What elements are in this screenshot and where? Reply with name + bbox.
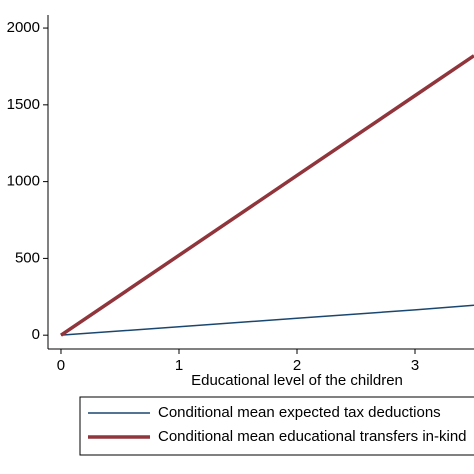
series-line [60, 304, 474, 336]
x-tick-label: 3 [411, 357, 419, 374]
legend-label: Conditional mean educational transfers i… [158, 428, 467, 445]
series-line [59, 54, 474, 337]
x-axis-label: Educational level of the children [191, 372, 403, 389]
x-tick-label: 0 [57, 357, 65, 374]
x-tick-label: 1 [175, 357, 183, 374]
y-tick-label: 2000 [7, 19, 40, 36]
x-tick-label: 2 [293, 357, 301, 374]
y-tick-label: 1000 [7, 173, 40, 190]
y-tick-label: 0 [32, 326, 40, 343]
y-tick-label: 1500 [7, 96, 40, 113]
legend-label: Conditional mean expected tax deductions [158, 404, 441, 421]
legend-box [79, 396, 474, 456]
y-tick-label: 500 [15, 249, 40, 266]
